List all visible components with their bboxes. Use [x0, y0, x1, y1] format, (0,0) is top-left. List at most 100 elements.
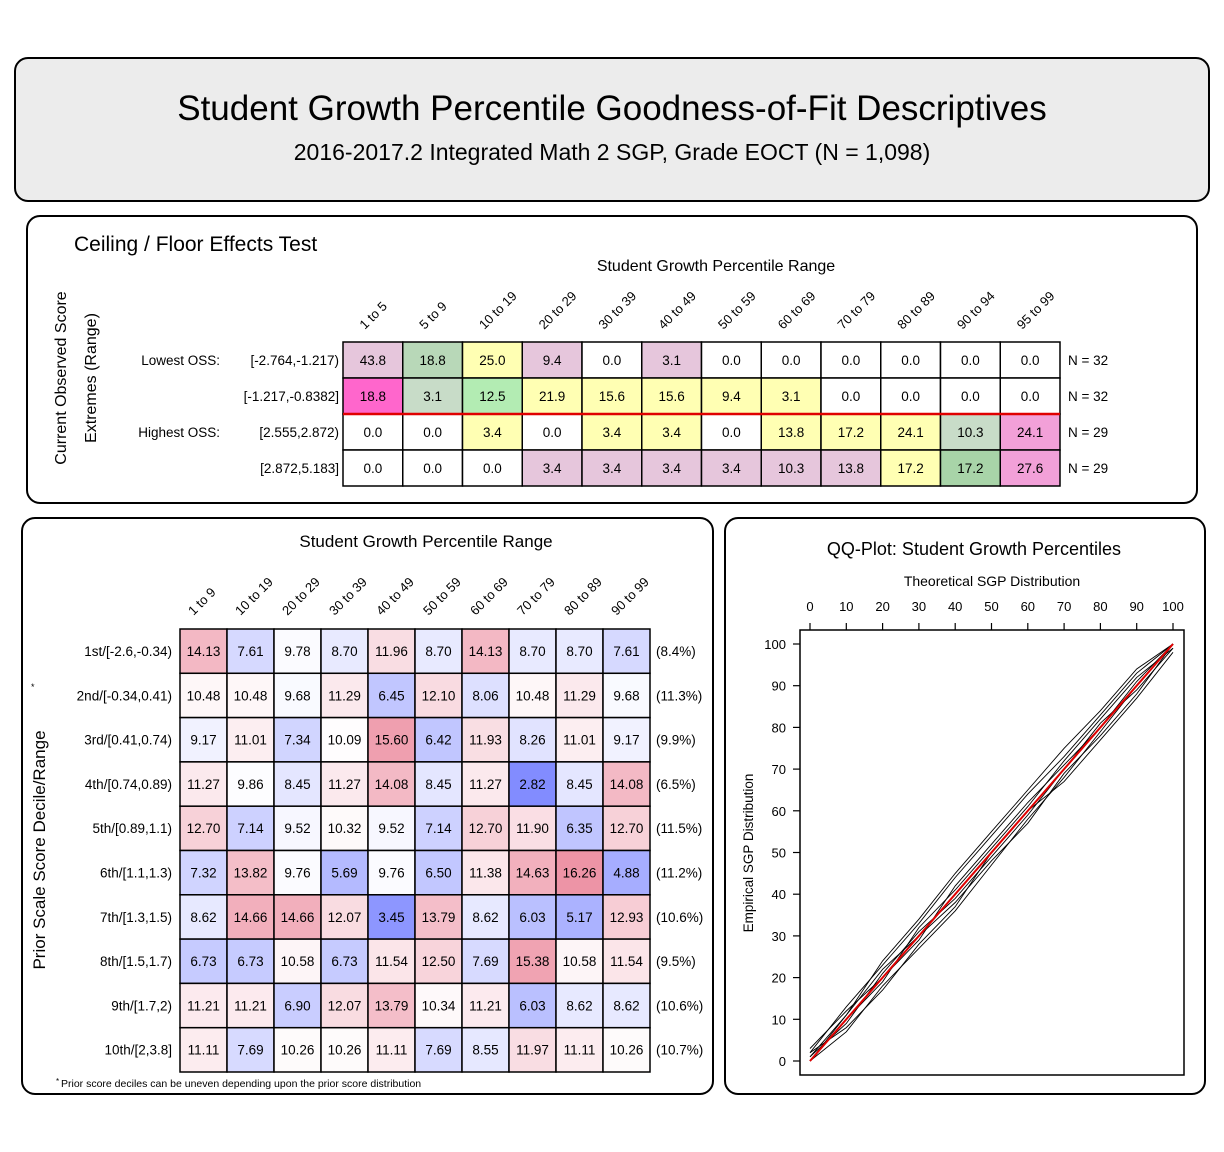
decile-cell-value: 9.52 [378, 821, 404, 836]
decile-cell [508, 628, 557, 675]
qq-reference-line [809, 643, 1174, 1062]
decile-cell-value: 8.62 [566, 998, 592, 1013]
ceiling-row-n: N = 29 [1068, 461, 1108, 476]
ceiling-cell-value: 0.0 [782, 353, 801, 368]
ceiling-column-tick: 70 to 79 [834, 288, 878, 332]
ceiling-cell-value: 43.8 [360, 353, 386, 368]
ceiling-cell [880, 449, 942, 487]
qq-y-tick-label: 0 [779, 1054, 786, 1069]
qq-x-tick-label: 60 [1021, 599, 1035, 614]
decile-cell-value: 12.10 [422, 688, 456, 703]
decile-cell-value: 8.06 [472, 688, 498, 703]
ceiling-cell [700, 449, 762, 487]
decile-cell-value: 11.96 [375, 644, 408, 659]
qq-x-tick-label: 90 [1129, 599, 1143, 614]
ceiling-cell-value: 3.1 [423, 389, 442, 404]
ceiling-cell-value: 3.4 [543, 461, 562, 476]
ceiling-column-tick: 50 to 59 [715, 288, 759, 332]
decile-cell [508, 1026, 557, 1073]
qq-ylabel: Empirical SGP Distribution [741, 774, 756, 933]
decile-cell [508, 761, 557, 807]
decile-cell-value: 14.13 [187, 644, 221, 659]
ceiling-cell [999, 413, 1061, 451]
decile-column-tick: 80 to 89 [561, 574, 605, 618]
qq-y-tick-label: 70 [772, 762, 786, 777]
decile-cell [367, 982, 416, 1029]
decile-cell [602, 761, 651, 807]
decile-cell-value: 6.73 [331, 954, 357, 969]
qq-y-tick-label: 80 [772, 720, 786, 735]
decile-cell [320, 805, 369, 852]
decile-cell-value: 12.70 [187, 821, 221, 836]
decile-row-pct: (8.4%) [656, 644, 696, 659]
decile-footnote-marker: * [56, 1077, 59, 1086]
decile-cell-value: 13.79 [375, 998, 409, 1013]
decile-cell-value: 9.76 [284, 866, 310, 881]
decile-cell [508, 672, 557, 719]
decile-row-pct: (11.5%) [656, 821, 702, 836]
ceiling-row-axis-label-2: Extremes (Range) [83, 313, 100, 443]
decile-cell-value: 7.32 [190, 866, 216, 881]
decile-cell-value: 11.11 [376, 1043, 408, 1058]
decile-cell [602, 982, 651, 1029]
ceiling-cell-value: 0.0 [543, 425, 562, 440]
ceiling-cell [342, 377, 404, 415]
decile-cell [461, 628, 510, 675]
decile-cell-value: 8.70 [519, 644, 545, 659]
ceiling-cell [880, 341, 942, 379]
decile-cell-value: 11.54 [610, 954, 643, 969]
qq-panel [724, 517, 1206, 1095]
decile-cell-value: 10.34 [422, 998, 456, 1013]
ceiling-cell-value: 0.0 [1021, 389, 1040, 404]
decile-cell-value: 6.50 [425, 866, 451, 881]
qq-title: QQ-Plot: Student Growth Percentiles [827, 539, 1121, 559]
decile-cell-value: 10.26 [610, 1043, 644, 1058]
decile-cell-value: 14.66 [234, 910, 268, 925]
decile-cell [414, 672, 463, 719]
decile-cell-value: 11.21 [469, 998, 502, 1013]
qq-series-line [809, 643, 1174, 1062]
decile-cell [508, 894, 557, 940]
decile-cell [602, 894, 651, 940]
decile-row-label: 5th/[0.89,1.1) [92, 821, 172, 836]
decile-cell-value: 6.73 [237, 954, 263, 969]
ceiling-cell-value: 0.0 [1021, 353, 1040, 368]
ceiling-cell-value: 15.6 [658, 389, 684, 404]
decile-cell-value: 7.14 [237, 821, 264, 836]
decile-cell-value: 7.69 [425, 1043, 451, 1058]
ceiling-row-n: N = 29 [1068, 425, 1108, 440]
qq-x-tick-label: 80 [1093, 599, 1107, 614]
decile-cell [508, 982, 557, 1029]
decile-heatmap: 1 to 9 10 to 19 20 to 29 30 to 39 40 to 49 50… [77, 574, 703, 1073]
decile-row-pct: (10.6%) [656, 998, 703, 1013]
ceiling-column-tick: 80 to 89 [894, 288, 938, 332]
qq-y-tick-label: 60 [772, 804, 786, 819]
ceiling-column-tick: 10 to 19 [476, 288, 520, 332]
qq-x-tick-label: 0 [806, 599, 813, 614]
ceiling-column-tick: 40 to 49 [655, 288, 699, 332]
qq-y-tick-label: 30 [772, 929, 786, 944]
ceiling-cell [521, 413, 583, 451]
decile-row-label: 8th/[1.5,1.7) [100, 954, 172, 969]
decile-cell-value: 8.62 [472, 910, 498, 925]
decile-cell [320, 1026, 369, 1073]
decile-cell-value: 3.45 [378, 910, 404, 925]
decile-cell-value: 13.82 [234, 866, 268, 881]
decile-cell-value: 11.27 [187, 777, 220, 792]
ceiling-cell-value: 0.0 [363, 425, 382, 440]
decile-row-pct: (10.7%) [656, 1043, 703, 1058]
qq-series-line [809, 643, 1174, 1062]
ceiling-row-group: Lowest OSS: [141, 353, 220, 368]
decile-cell-value: 16.26 [563, 866, 597, 881]
decile-cell-value: 10.58 [563, 954, 597, 969]
decile-row-label: 7th/[1.3,1.5) [100, 910, 172, 925]
decile-cell-value: 14.08 [610, 777, 644, 792]
ceiling-cell [999, 377, 1061, 415]
qq-series-line [809, 643, 1174, 1058]
qq-series-line [809, 647, 1174, 1062]
decile-cell [320, 894, 369, 940]
ceiling-cell [700, 377, 762, 415]
ceiling-cell [760, 341, 822, 379]
ceiling-cell-value: 0.0 [841, 389, 860, 404]
